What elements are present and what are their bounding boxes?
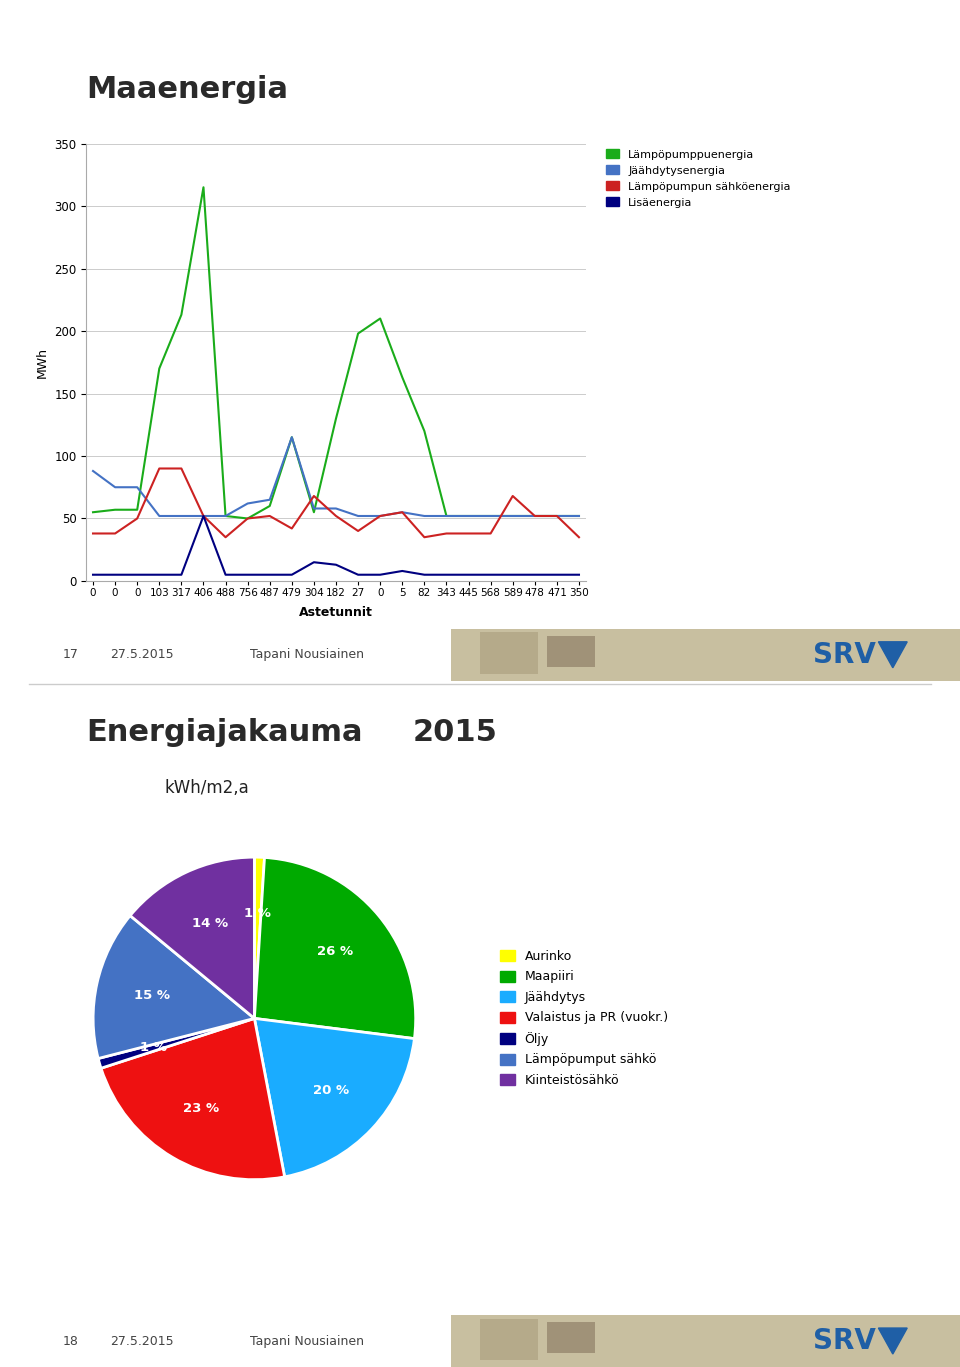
X-axis label: Astetunnit: Astetunnit (300, 606, 372, 619)
Text: 14 %: 14 % (192, 917, 228, 930)
Wedge shape (98, 1018, 254, 1068)
Text: 23 %: 23 % (183, 1102, 219, 1115)
Text: SRV: SRV (813, 1327, 876, 1355)
Text: SRV: SRV (813, 641, 876, 668)
Text: Energiajakauma: Energiajakauma (86, 718, 363, 746)
Wedge shape (93, 916, 254, 1058)
Wedge shape (101, 1018, 284, 1180)
Legend: Lämpöpumppuenergia, Jäähdytysenergia, Lämpöpumpun sähköenergia, Lisäenergia: Lämpöpumppuenergia, Jäähdytysenergia, Lä… (606, 149, 791, 208)
Legend: Aurinko, Maapiiri, Jäähdytys, Valaistus ja PR (vuokr.), Öljy, Lämpöpumput sähkö,: Aurinko, Maapiiri, Jäähdytys, Valaistus … (494, 945, 673, 1092)
Text: Tapani Nousiainen: Tapani Nousiainen (250, 1334, 364, 1348)
Text: 20 %: 20 % (313, 1084, 348, 1096)
Text: 26 %: 26 % (317, 945, 353, 958)
Text: Maaenergia: Maaenergia (86, 75, 288, 104)
Text: 18: 18 (62, 1334, 79, 1348)
Text: 2015: 2015 (413, 718, 497, 746)
Text: 17: 17 (62, 648, 79, 662)
Y-axis label: MWh: MWh (36, 347, 49, 377)
Wedge shape (131, 857, 254, 1018)
Wedge shape (254, 857, 416, 1039)
Text: Tapani Nousiainen: Tapani Nousiainen (250, 648, 364, 662)
Text: 27.5.2015: 27.5.2015 (110, 648, 174, 662)
Text: kWh/m2,a: kWh/m2,a (164, 779, 249, 797)
Text: 1 %: 1 % (244, 908, 271, 920)
Text: 27.5.2015: 27.5.2015 (110, 1334, 174, 1348)
Text: 1 %: 1 % (140, 1042, 167, 1054)
Wedge shape (254, 1018, 415, 1177)
Text: 15 %: 15 % (134, 990, 170, 1002)
Wedge shape (254, 857, 265, 1018)
